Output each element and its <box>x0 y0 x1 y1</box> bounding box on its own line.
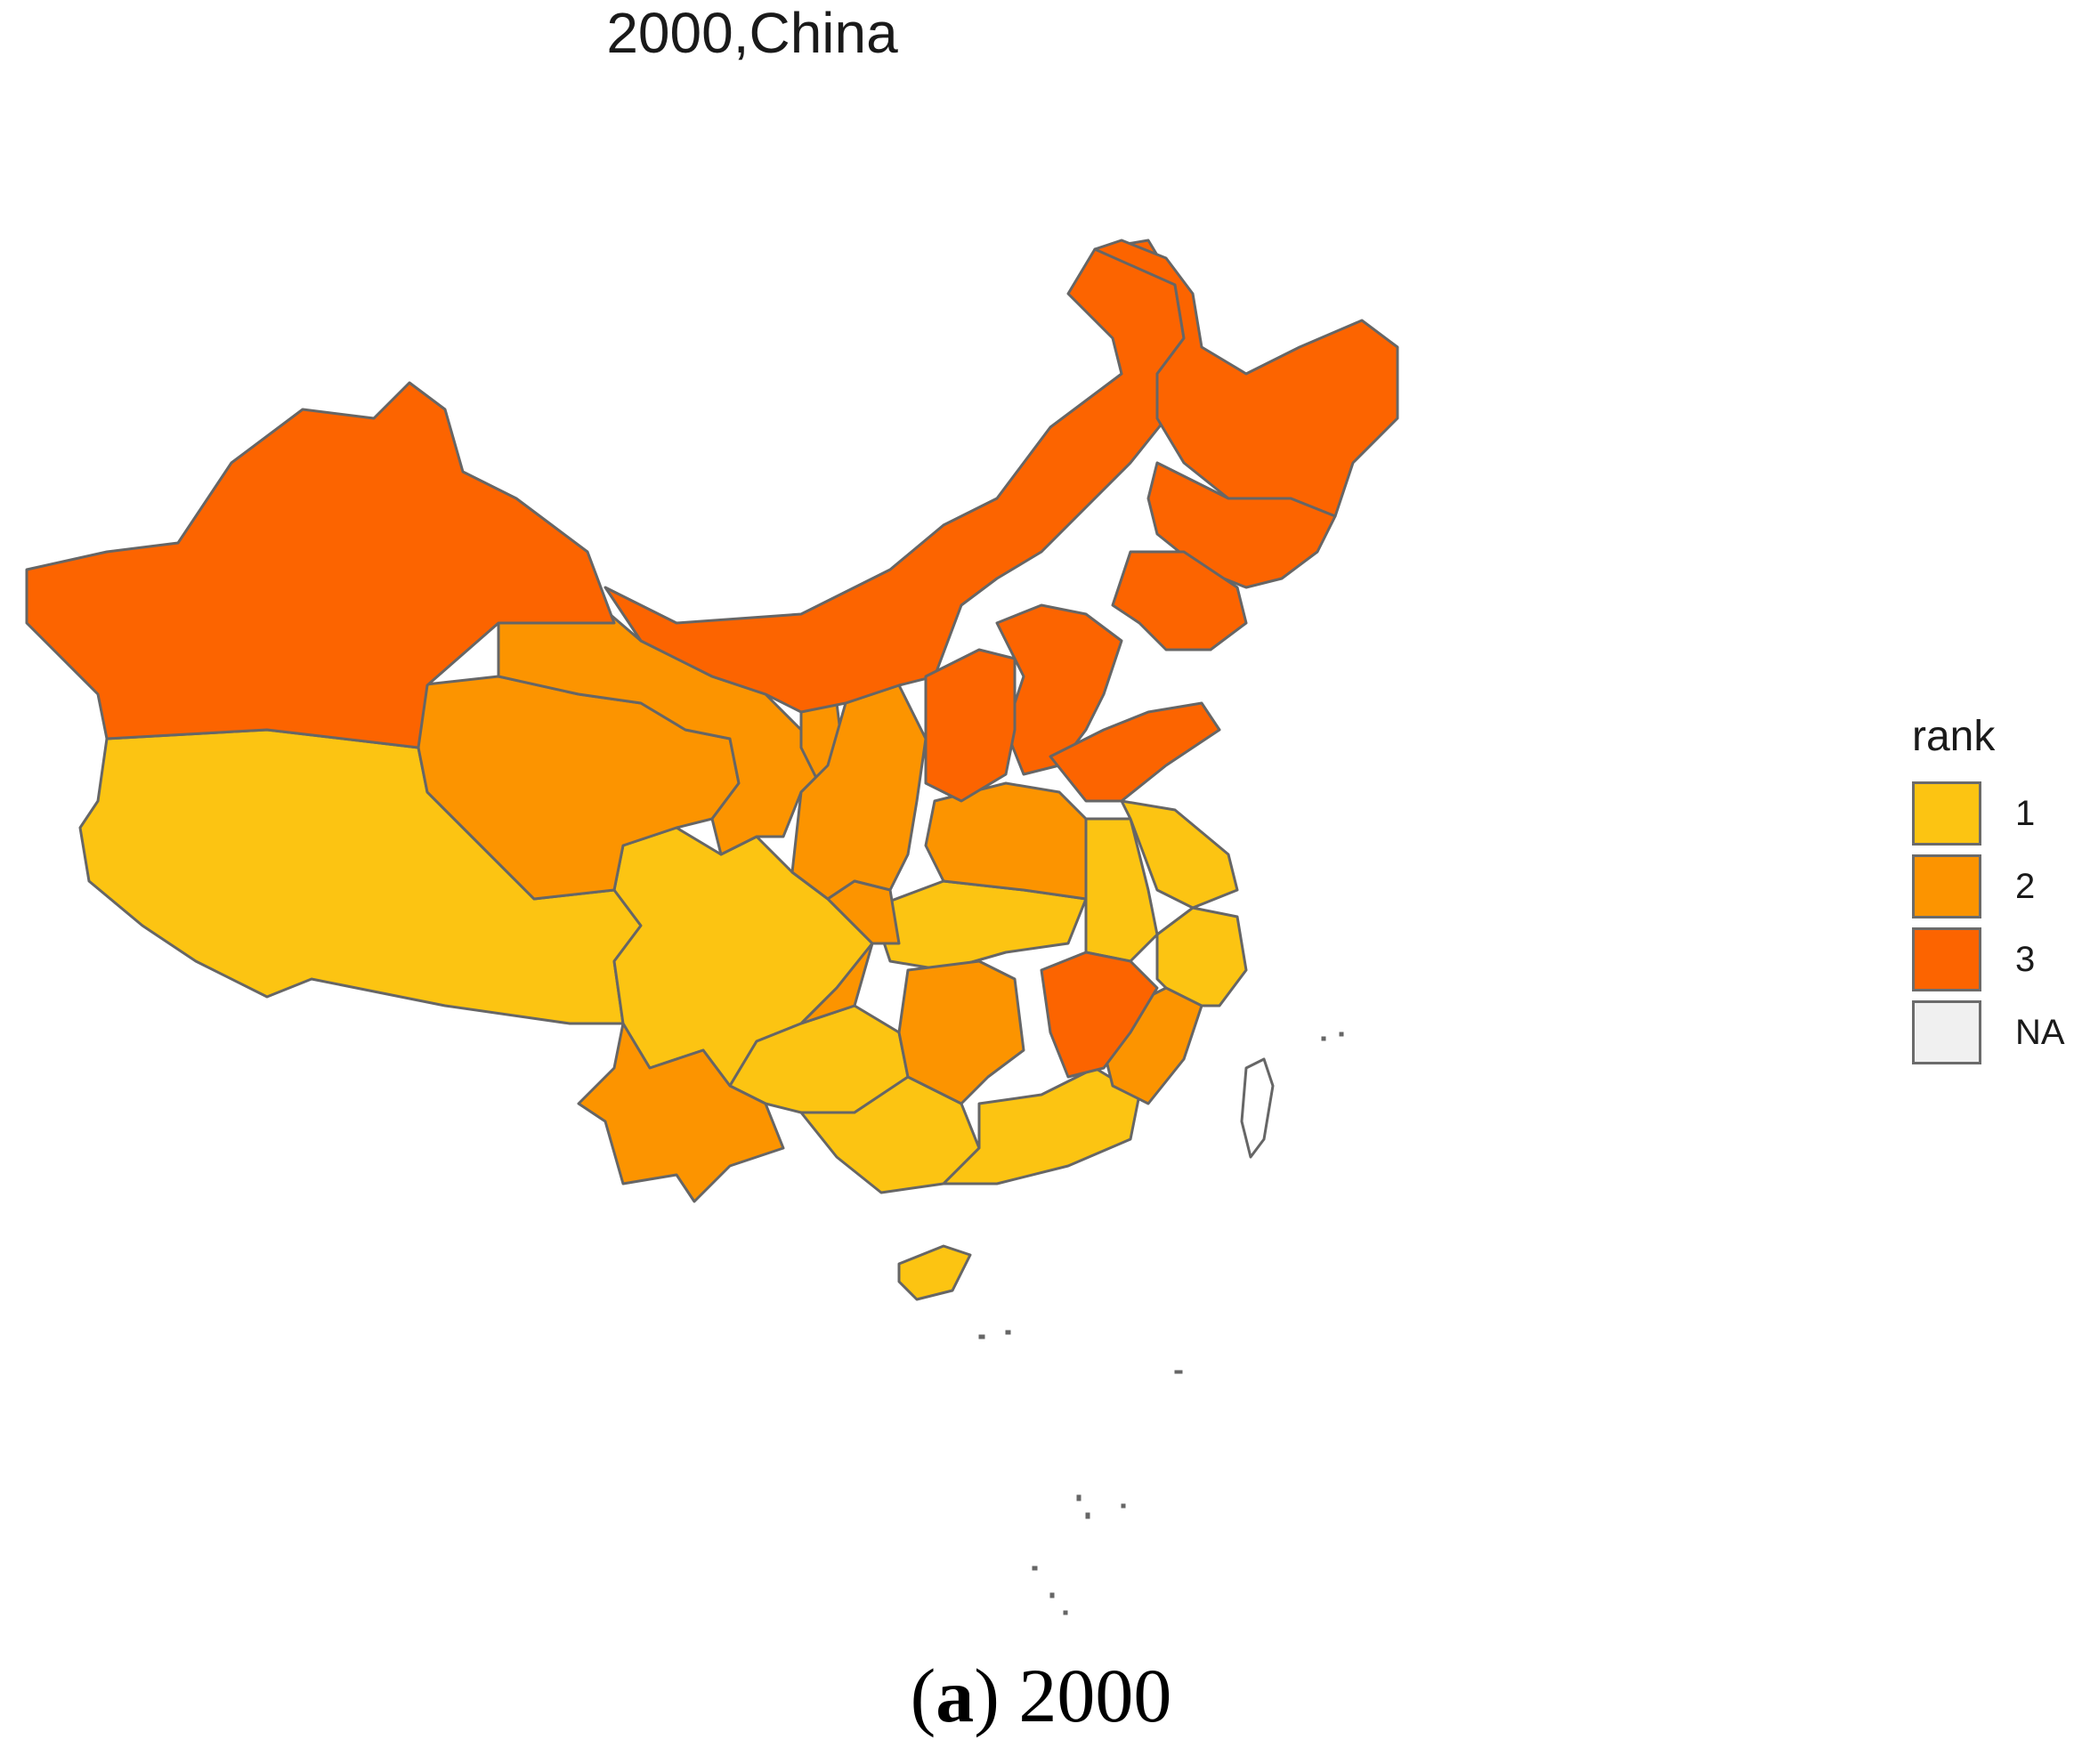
map-title: 2000,China <box>606 1 898 65</box>
region-shanxi <box>924 648 1017 803</box>
region-jiangxi <box>1040 951 1159 1079</box>
region-hainan <box>897 1244 972 1301</box>
south-china-sea-islands <box>978 1032 1344 1615</box>
legend-label: 3 <box>2015 939 2036 979</box>
region-jilin <box>1146 461 1337 589</box>
legend-key-1 <box>1912 781 1981 846</box>
legend-key-2 <box>1912 854 1981 918</box>
caption-year: 2000 <box>1018 1653 1172 1738</box>
region-xinjiang <box>25 381 616 749</box>
legend: rank 1 2 3 NA <box>1905 712 2065 1069</box>
legend-item: 3 <box>1905 923 2065 996</box>
region-heilongjiang <box>1093 239 1399 518</box>
region-chongqing <box>799 879 901 1025</box>
legend-item: 1 <box>1905 777 2065 850</box>
legend-label: 1 <box>2015 793 2036 833</box>
legend-item: NA <box>1905 996 2065 1069</box>
legend-item: 2 <box>1905 850 2065 923</box>
region-yunnan <box>577 1022 785 1203</box>
region-jiangsu <box>1120 799 1239 910</box>
region-taiwan <box>1240 1057 1275 1159</box>
caption-letter: a <box>936 1653 975 1738</box>
region-henan <box>924 781 1088 901</box>
legend-key-3 <box>1912 927 1981 991</box>
region-guangdong <box>942 1066 1141 1185</box>
region-zhejiang <box>1155 906 1248 1007</box>
region-anhui <box>1084 817 1159 963</box>
choropleth-map <box>25 239 1399 1615</box>
legend-label: 2 <box>2015 866 2036 906</box>
legend-title: rank <box>1912 713 1996 760</box>
region-hunan <box>897 959 1025 1105</box>
legend-key-na <box>1912 1000 1981 1064</box>
region-shandong <box>1049 701 1221 803</box>
figure-caption: (a) 2000 <box>910 1653 1172 1738</box>
region-liaoning <box>1111 550 1248 651</box>
legend-label: NA <box>2015 1012 2065 1052</box>
